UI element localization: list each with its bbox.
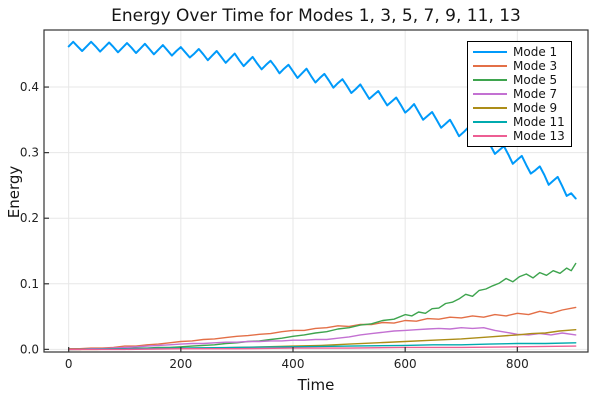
x-tick-label: 200 bbox=[169, 357, 192, 371]
y-tick-label: 0.4 bbox=[20, 80, 39, 94]
legend-line-swatch bbox=[473, 51, 507, 53]
chart-title: Energy Over Time for Modes 1, 3, 5, 7, 9… bbox=[111, 6, 521, 26]
x-tick-label: 600 bbox=[394, 357, 417, 371]
series-line-mode-13 bbox=[67, 345, 577, 351]
x-axis-label: Time bbox=[297, 376, 335, 394]
series-line-mode-3 bbox=[67, 306, 577, 350]
legend: Mode 1 Mode 3 Mode 5 Mode 7 Mode 9 Mode 11 Mod… bbox=[467, 41, 572, 147]
legend-label: Mode 11 bbox=[513, 115, 565, 129]
legend-entry: Mode 7 bbox=[473, 87, 565, 101]
legend-label: Mode 13 bbox=[513, 129, 565, 143]
legend-line-swatch bbox=[473, 135, 507, 137]
legend-entry: Mode 11 bbox=[473, 115, 565, 129]
legend-entry: Mode 13 bbox=[473, 129, 565, 143]
legend-label: Mode 7 bbox=[513, 87, 558, 101]
plot-frame bbox=[43, 29, 589, 353]
y-tick-label: 0.1 bbox=[20, 277, 39, 291]
legend-entry: Mode 1 bbox=[473, 45, 565, 59]
legend-line-swatch bbox=[473, 121, 507, 123]
legend-label: Mode 5 bbox=[513, 73, 558, 87]
legend-entry: Mode 9 bbox=[473, 101, 565, 115]
series-line-mode-5 bbox=[67, 262, 577, 351]
x-tick-label: 0 bbox=[65, 357, 73, 371]
legend-line-swatch bbox=[473, 65, 507, 67]
legend-line-swatch bbox=[473, 79, 507, 81]
legend-label: Mode 9 bbox=[513, 101, 558, 115]
legend-line-swatch bbox=[473, 107, 507, 109]
x-tick-label: 400 bbox=[282, 357, 305, 371]
legend-label: Mode 3 bbox=[513, 59, 558, 73]
legend-line-swatch bbox=[473, 93, 507, 95]
y-tick-label: 0.3 bbox=[20, 146, 39, 160]
series-line-mode-7 bbox=[67, 327, 577, 351]
y-tick-label: 0.0 bbox=[20, 342, 39, 356]
legend-label: Mode 1 bbox=[513, 45, 558, 59]
legend-entry: Mode 3 bbox=[473, 59, 565, 73]
y-tick-label: 0.2 bbox=[20, 211, 39, 225]
y-axis-label: Energy bbox=[5, 165, 23, 219]
x-tick-label: 800 bbox=[506, 357, 529, 371]
legend-entry: Mode 5 bbox=[473, 73, 565, 87]
